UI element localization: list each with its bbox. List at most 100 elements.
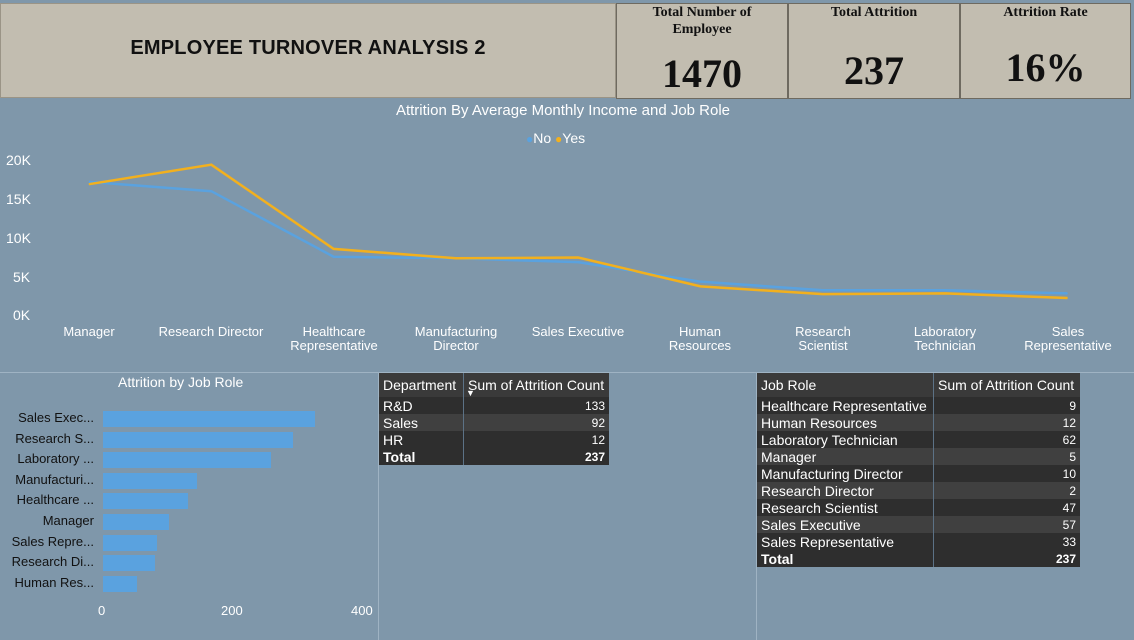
- data-point-no[interactable]: [210, 190, 212, 192]
- table-total-row: Total 237: [379, 448, 609, 465]
- bar-category-label: Manager: [42, 513, 94, 528]
- bar-category-label: Healthcare ...: [16, 492, 94, 508]
- cell-total-label: Total: [379, 448, 464, 465]
- cell-total-label: Total: [757, 550, 934, 567]
- x-tick-label: Sales Representative: [1024, 324, 1112, 353]
- data-point-yes[interactable]: [577, 257, 579, 258]
- data-point-yes[interactable]: [822, 293, 824, 295]
- table-row[interactable]: Healthcare Representative 9: [757, 397, 1080, 414]
- kpi-card-total-attrition[interactable]: Total Attrition 237: [788, 3, 960, 99]
- x-tick-label: Sales Executive: [531, 324, 625, 339]
- table-row[interactable]: Laboratory Technician 62: [757, 431, 1080, 448]
- bar-category-label: Research S...: [15, 430, 94, 446]
- x-tick-label: 0: [98, 603, 106, 618]
- kpi-card-attrition-rate[interactable]: Attrition Rate 16%: [960, 3, 1131, 99]
- data-point-no[interactable]: [88, 181, 90, 183]
- cell-department: Sales: [379, 414, 464, 431]
- bar[interactable]: [103, 493, 189, 510]
- job-role-table[interactable]: Job Role Sum of Attrition Count Healthca…: [757, 373, 1080, 567]
- table-row[interactable]: Research Director 2: [757, 482, 1080, 499]
- data-point-no[interactable]: [577, 261, 579, 263]
- series-line-no[interactable]: [88, 180, 1068, 295]
- cell-job-role: Laboratory Technician: [757, 431, 934, 448]
- x-tick-label: Research Director: [158, 324, 264, 339]
- column-header-job-role[interactable]: Job Role: [757, 373, 934, 397]
- legend-dot-no: ●: [526, 132, 534, 146]
- cell-job-role: Manager: [757, 448, 934, 465]
- bar-category-label: Research Di...: [11, 554, 94, 570]
- data-point-no[interactable]: [944, 289, 946, 291]
- column-header-attrition-count[interactable]: Sum of Attrition Count ▼: [463, 373, 609, 398]
- y-tick-label: 20K: [6, 152, 31, 168]
- cell-job-role: Human Resources: [757, 414, 934, 431]
- kpi-label: Total Attrition: [830, 5, 918, 20]
- bar-chart-title: Attrition by Job Role: [118, 374, 244, 390]
- table-row[interactable]: Manager 5: [757, 448, 1080, 465]
- line-chart-plot[interactable]: [0, 0, 1134, 372]
- cell-job-role: Manufacturing Director: [757, 465, 934, 482]
- y-tick-label: 15K: [6, 191, 31, 207]
- data-point-no[interactable]: [1066, 292, 1068, 294]
- y-tick-label: 10K: [6, 230, 31, 246]
- data-point-yes[interactable]: [455, 257, 457, 259]
- cell-value: 33: [933, 533, 1080, 550]
- page-title: EMPLOYEE TURNOVER ANALYSIS 2: [130, 37, 486, 59]
- column-header-attrition-count[interactable]: Sum of Attrition Count: [933, 373, 1080, 397]
- column-header-department[interactable]: Department: [379, 373, 464, 397]
- section-divider: [0, 372, 1134, 373]
- x-tick-label: Manufacturing Director: [414, 324, 498, 353]
- bar[interactable]: [103, 472, 198, 489]
- data-point-yes[interactable]: [210, 164, 212, 166]
- cell-value: 5: [933, 448, 1080, 465]
- table-row[interactable]: HR 12: [379, 431, 609, 448]
- data-point-no[interactable]: [700, 281, 701, 283]
- legend-dot-yes: ●: [555, 132, 563, 146]
- data-point-yes[interactable]: [1066, 297, 1068, 299]
- bar-category-label: Human Res...: [14, 574, 94, 590]
- kpi-card-total-employees[interactable]: Total Number of Employee 1470: [616, 3, 788, 99]
- bar[interactable]: [103, 534, 157, 551]
- sort-desc-icon[interactable]: ▼: [466, 388, 475, 398]
- table-row[interactable]: Sales Executive 57: [757, 516, 1080, 533]
- kpi-value: 1470: [662, 51, 742, 96]
- cell-value: 133: [463, 397, 609, 414]
- bar[interactable]: [103, 431, 293, 448]
- line-chart-legend[interactable]: ●No ●Yes: [526, 130, 585, 146]
- bar-chart-plot[interactable]: Sales Exec... Research S... Laboratory ...…: [0, 400, 378, 600]
- table-row[interactable]: Human Resources 12: [757, 414, 1080, 431]
- bar-category-label: Laboratory ...: [17, 451, 94, 467]
- kpi-value: 237: [844, 48, 904, 93]
- data-point-yes[interactable]: [944, 292, 946, 294]
- table-row[interactable]: Sales Representative 33: [757, 533, 1080, 550]
- table-row[interactable]: Research Scientist 47: [757, 499, 1080, 516]
- cell-job-role: Sales Representative: [757, 533, 934, 550]
- data-point-no[interactable]: [822, 289, 824, 291]
- cell-department: HR: [379, 431, 464, 448]
- cell-total-value: 237: [933, 550, 1080, 567]
- x-tick-label: Human Resources: [668, 324, 732, 353]
- cell-value: 62: [933, 431, 1080, 448]
- cell-value: 2: [933, 482, 1080, 499]
- bar[interactable]: [103, 514, 170, 530]
- cell-value: 92: [463, 414, 609, 431]
- cell-job-role: Sales Executive: [757, 516, 934, 533]
- table-row[interactable]: Manufacturing Director 10: [757, 465, 1080, 482]
- table-row[interactable]: Sales 92: [379, 414, 609, 431]
- legend-label-no: No: [533, 130, 552, 146]
- bar[interactable]: [103, 555, 155, 572]
- data-point-yes[interactable]: [700, 285, 701, 287]
- bar[interactable]: [103, 411, 315, 427]
- bar[interactable]: [103, 575, 137, 592]
- data-point-no[interactable]: [333, 256, 335, 258]
- data-point-yes[interactable]: [88, 183, 90, 185]
- x-tick-label: 200: [221, 603, 243, 618]
- bar-category-label: Manufacturi...: [15, 471, 94, 487]
- series-line-yes[interactable]: [88, 163, 1068, 300]
- cell-department: R&D: [379, 397, 464, 414]
- department-table[interactable]: Department Sum of Attrition Count ▼ R&D 13…: [379, 373, 609, 465]
- data-point-yes[interactable]: [333, 248, 335, 250]
- table-row[interactable]: R&D 133: [379, 397, 609, 414]
- cell-job-role: Research Director: [757, 482, 934, 499]
- legend-label-yes: Yes: [562, 130, 586, 146]
- bar[interactable]: [103, 452, 272, 469]
